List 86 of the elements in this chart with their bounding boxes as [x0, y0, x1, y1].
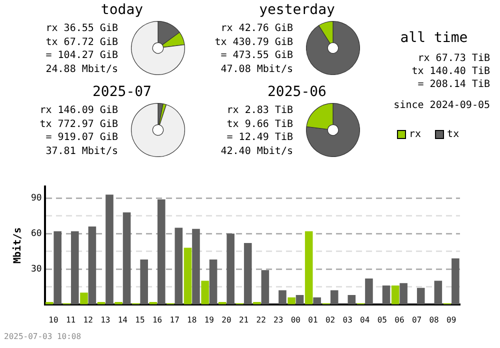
- x-tick-label: 01: [308, 315, 318, 324]
- bar: [304, 231, 313, 304]
- chart-title: 2025-07: [91, 84, 152, 100]
- bar: [434, 280, 442, 304]
- text: rx 2.83 TiB: [226, 104, 293, 118]
- bar: [330, 290, 338, 304]
- bar: [209, 260, 218, 304]
- chart-title: yesterday: [258, 2, 336, 18]
- bar: [70, 231, 79, 304]
- text: since 2024-09-05: [392, 99, 490, 112]
- bar: [106, 194, 114, 304]
- bar: [184, 248, 192, 304]
- text: 37.81 Mbit/s: [44, 144, 118, 158]
- x-tick-label: 11: [66, 315, 76, 324]
- bar: [313, 297, 321, 304]
- text: tx 9.66 TiB: [226, 118, 293, 131]
- legend-label: tx: [447, 129, 460, 140]
- text: tx 140.40 TiB: [410, 65, 490, 78]
- bar: [174, 228, 183, 304]
- bar: [88, 226, 96, 304]
- x-tick-label: 03: [342, 315, 353, 324]
- bar: [365, 278, 373, 304]
- text: = 208.14 TiB: [416, 78, 490, 91]
- bar: [278, 290, 286, 304]
- text: all time: [399, 30, 469, 46]
- x-tick-label: 04: [360, 315, 370, 324]
- x-tick-label: 07: [412, 315, 422, 324]
- x-tick-label: 14: [118, 315, 128, 324]
- x-tick-label: 08: [429, 315, 440, 324]
- x-tick-label: 15: [135, 315, 145, 324]
- text: 42.40 Mbit/s: [220, 144, 293, 158]
- text: tx 67.72 GiB: [44, 36, 118, 49]
- x-tick-label: 18: [187, 315, 197, 324]
- x-tick-label: 00: [290, 315, 301, 324]
- x-tick-label: 20: [222, 315, 232, 324]
- bar: [400, 283, 408, 304]
- bar: [54, 231, 62, 304]
- text: tx 430.79 GiB: [214, 36, 293, 49]
- text: rx 146.09 GiB: [38, 104, 118, 118]
- x-tick-label: 09: [446, 315, 456, 324]
- x-tick-label: 17: [170, 315, 180, 324]
- text: rx 42.76 GiB: [220, 22, 293, 36]
- bar: [296, 294, 304, 304]
- x-tick-label: 22: [256, 315, 266, 324]
- text: tx 772.97 GiB: [38, 118, 118, 131]
- x-tick-label: 06: [394, 315, 404, 324]
- legend-label: rx: [409, 129, 422, 140]
- bar: [157, 199, 166, 304]
- text: 47.08 Mbit/s: [220, 62, 293, 76]
- text: 2025-07-03 10:08: [4, 332, 82, 341]
- x-tick-label: 23: [274, 315, 284, 324]
- bar: [382, 286, 390, 304]
- x-tick-label: 02: [325, 315, 336, 324]
- bar: [80, 292, 88, 304]
- x-tick-label: 10: [48, 315, 58, 324]
- bar: [201, 280, 209, 304]
- bar: [226, 234, 234, 304]
- bar: [140, 260, 148, 304]
- text: = 12.49 TiB: [226, 131, 293, 144]
- bar: [244, 243, 252, 304]
- x-tick-label: 13: [100, 315, 110, 324]
- bar: [348, 294, 356, 304]
- bar: [391, 286, 400, 304]
- y-tick-label: 30: [30, 264, 42, 274]
- y-tick-label: 60: [30, 228, 42, 239]
- x-tick-label: 05: [377, 315, 388, 324]
- bar: [192, 228, 200, 304]
- x-tick-label: 19: [204, 315, 214, 324]
- x-tick-label: 21: [238, 315, 249, 324]
- bar: [452, 258, 460, 304]
- bar: [416, 288, 425, 304]
- bar: [288, 297, 296, 304]
- text: = 104.27 GiB: [44, 49, 118, 62]
- y-axis-title: Mbit/s: [12, 227, 24, 264]
- text: = 919.07 GiB: [44, 131, 118, 144]
- text: = 473.55 GiB: [220, 49, 293, 62]
- x-tick-label: 12: [83, 315, 94, 324]
- bar: [122, 212, 131, 304]
- x-tick-label: 16: [152, 315, 162, 324]
- text: 24.88 Mbit/s: [44, 62, 118, 76]
- bar: [261, 270, 270, 304]
- text: rx 67.73 TiB: [416, 52, 490, 65]
- chart-title: today: [100, 2, 144, 18]
- chart-title: 2025-06: [266, 84, 328, 100]
- text: rx 36.55 GiB: [44, 22, 118, 36]
- y-tick-label: 90: [30, 194, 42, 204]
